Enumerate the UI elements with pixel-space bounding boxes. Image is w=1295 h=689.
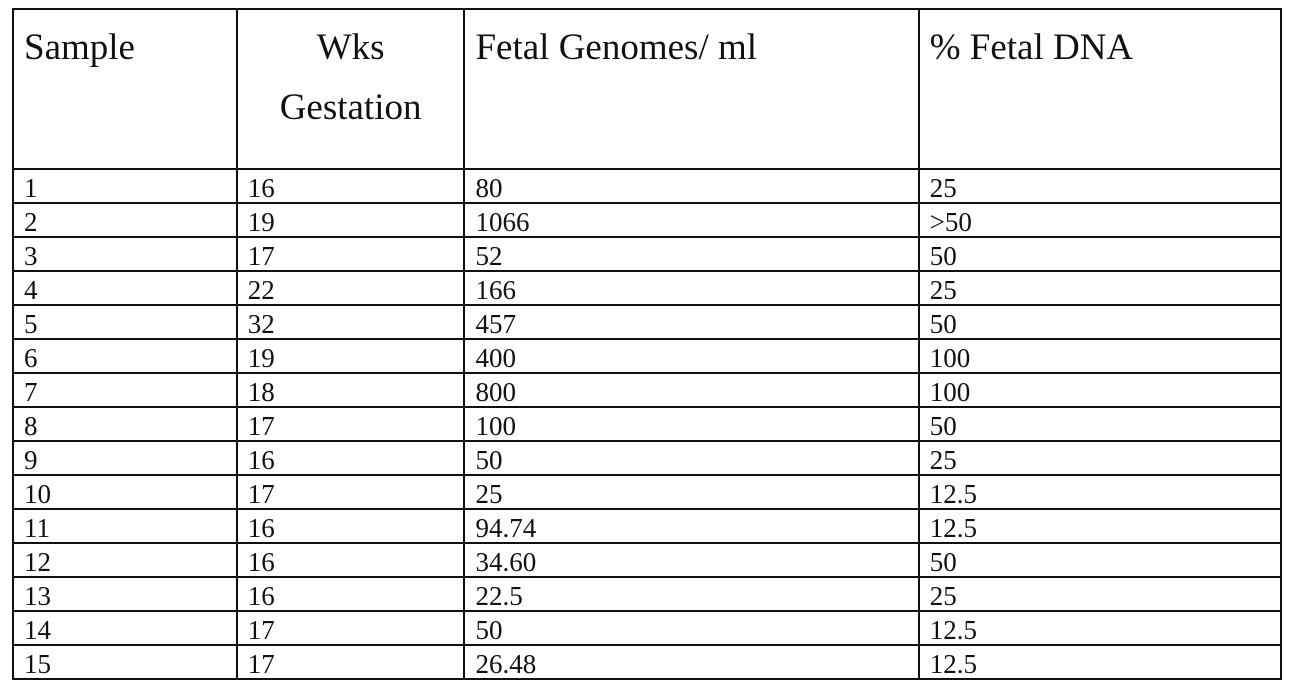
table-row: 10172512.5 — [13, 475, 1281, 509]
header-wks-line2: Gestation — [280, 87, 422, 128]
cell-fetal-genomes: 94.74 — [464, 509, 918, 543]
cell-fetal-genomes: 50 — [464, 441, 918, 475]
cell-percent-fetal-dna: 25 — [919, 441, 1281, 475]
cell-fetal-genomes: 100 — [464, 407, 918, 441]
cell-fetal-genomes: 1066 — [464, 203, 918, 237]
table-row: 121634.6050 — [13, 543, 1281, 577]
cell-fetal-genomes: 26.48 — [464, 645, 918, 679]
cell-wks-gestation: 16 — [237, 441, 465, 475]
cell-wks-gestation: 17 — [237, 611, 465, 645]
table-row: 1168025 — [13, 169, 1281, 203]
table-row: 151726.4812.5 — [13, 645, 1281, 679]
cell-percent-fetal-dna: 12.5 — [919, 611, 1281, 645]
cell-sample: 12 — [13, 543, 237, 577]
table-row: 3175250 — [13, 237, 1281, 271]
header-percent-fetal-dna: % Fetal DNA — [919, 9, 1281, 169]
table-row: 53245750 — [13, 305, 1281, 339]
cell-fetal-genomes: 22.5 — [464, 577, 918, 611]
cell-percent-fetal-dna: 12.5 — [919, 475, 1281, 509]
cell-wks-gestation: 16 — [237, 543, 465, 577]
header-fetal-genomes: Fetal Genomes/ ml — [464, 9, 918, 169]
cell-wks-gestation: 16 — [237, 509, 465, 543]
cell-wks-gestation: 17 — [237, 237, 465, 271]
cell-sample: 13 — [13, 577, 237, 611]
cell-sample: 7 — [13, 373, 237, 407]
cell-percent-fetal-dna: 25 — [919, 577, 1281, 611]
cell-fetal-genomes: 400 — [464, 339, 918, 373]
header-wks-line1: Wks — [317, 27, 385, 68]
cell-fetal-genomes: 25 — [464, 475, 918, 509]
cell-fetal-genomes: 50 — [464, 611, 918, 645]
table-row: 42216625 — [13, 271, 1281, 305]
cell-fetal-genomes: 34.60 — [464, 543, 918, 577]
cell-wks-gestation: 16 — [237, 169, 465, 203]
cell-fetal-genomes: 52 — [464, 237, 918, 271]
table-row: 14175012.5 — [13, 611, 1281, 645]
cell-wks-gestation: 18 — [237, 373, 465, 407]
cell-sample: 3 — [13, 237, 237, 271]
cell-fetal-genomes: 800 — [464, 373, 918, 407]
table-row: 81710050 — [13, 407, 1281, 441]
table-row: 131622.525 — [13, 577, 1281, 611]
cell-wks-gestation: 17 — [237, 475, 465, 509]
cell-sample: 1 — [13, 169, 237, 203]
cell-wks-gestation: 17 — [237, 407, 465, 441]
cell-wks-gestation: 16 — [237, 577, 465, 611]
table-row: 9165025 — [13, 441, 1281, 475]
cell-sample: 5 — [13, 305, 237, 339]
cell-sample: 6 — [13, 339, 237, 373]
cell-fetal-genomes: 166 — [464, 271, 918, 305]
cell-percent-fetal-dna: 50 — [919, 407, 1281, 441]
cell-percent-fetal-dna: 100 — [919, 373, 1281, 407]
cell-percent-fetal-dna: 12.5 — [919, 645, 1281, 679]
cell-percent-fetal-dna: 25 — [919, 169, 1281, 203]
cell-sample: 4 — [13, 271, 237, 305]
cell-sample: 15 — [13, 645, 237, 679]
cell-percent-fetal-dna: 100 — [919, 339, 1281, 373]
cell-percent-fetal-dna: >50 — [919, 203, 1281, 237]
fetal-dna-table: Sample Wks Gestation Fetal Genomes/ ml % … — [12, 8, 1282, 680]
cell-wks-gestation: 22 — [237, 271, 465, 305]
table-row: 619400100 — [13, 339, 1281, 373]
cell-percent-fetal-dna: 25 — [919, 271, 1281, 305]
cell-sample: 8 — [13, 407, 237, 441]
table-row: 2191066>50 — [13, 203, 1281, 237]
cell-percent-fetal-dna: 50 — [919, 543, 1281, 577]
cell-percent-fetal-dna: 50 — [919, 237, 1281, 271]
header-wks-gestation: Wks Gestation — [237, 9, 465, 169]
cell-percent-fetal-dna: 50 — [919, 305, 1281, 339]
header-row: Sample Wks Gestation Fetal Genomes/ ml % … — [13, 9, 1281, 169]
table-row: 111694.7412.5 — [13, 509, 1281, 543]
cell-sample: 9 — [13, 441, 237, 475]
cell-fetal-genomes: 457 — [464, 305, 918, 339]
cell-wks-gestation: 32 — [237, 305, 465, 339]
cell-wks-gestation: 19 — [237, 203, 465, 237]
cell-percent-fetal-dna: 12.5 — [919, 509, 1281, 543]
cell-sample: 10 — [13, 475, 237, 509]
cell-sample: 2 — [13, 203, 237, 237]
cell-sample: 14 — [13, 611, 237, 645]
cell-sample: 11 — [13, 509, 237, 543]
table-row: 718800100 — [13, 373, 1281, 407]
cell-fetal-genomes: 80 — [464, 169, 918, 203]
cell-wks-gestation: 17 — [237, 645, 465, 679]
cell-wks-gestation: 19 — [237, 339, 465, 373]
header-sample: Sample — [13, 9, 237, 169]
